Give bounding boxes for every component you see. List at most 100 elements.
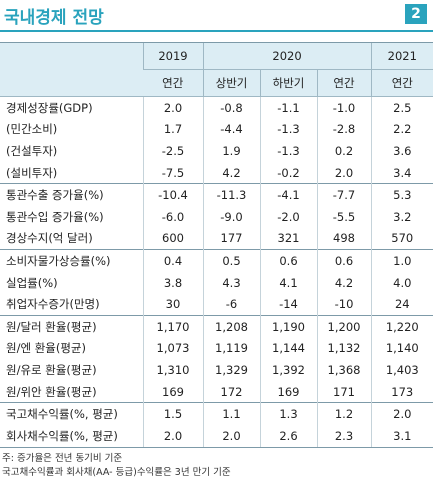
value-cell: 30 [142,293,203,316]
value-cell: -4.1 [259,183,317,206]
value-cell: 1,200 [316,314,372,338]
period-header: 상반기 [202,69,260,97]
value-cell: -10.4 [142,183,203,206]
value-cell: 2.6 [259,424,317,448]
row-label: 회사채수익률(%, 평균) [0,424,143,448]
value-cell: 1.9 [202,140,260,162]
row-label: 취업자수증가(만명) [6,297,100,312]
row-label: (민간소비) [6,122,58,137]
value-cell: 172 [202,380,260,403]
note: 주: 증가율은 전년 동기비 기준 [2,452,123,464]
value-cell: 0.5 [202,249,260,272]
period-header: 연간 [143,69,203,97]
badge: 2 [405,4,427,24]
value-cell: 1.3 [259,402,317,425]
row-label: 원/유로 환율(평균) [6,362,97,377]
value-cell: 600 [142,227,203,250]
value-cell: -0.2 [259,161,317,184]
value-cell: 1,403 [370,359,433,381]
value-cell: 1,140 [370,337,433,360]
value-cell: 2.0 [370,402,433,425]
row-label: (건설투자) [6,143,58,158]
value-cell: -14 [259,293,317,316]
row-label: 통관수입 증가율(%) [6,209,104,224]
row-label: 통관수출 증가율(%) [0,183,143,206]
table-row: 취업자수증가(만명) 30 -6 -14 -10 24 [0,293,433,316]
value-cell: -2.8 [316,118,372,141]
table-row: 소비자물가상승률(%) 0.4 0.5 0.6 0.6 1.0 [0,249,433,272]
value-cell: -10 [316,293,372,316]
value-cell: -6.0 [142,205,203,228]
value-cell: 1.7 [142,118,203,141]
title: 국내경제 전망 [4,8,104,28]
value-cell: 321 [259,227,317,250]
value-cell: 4.3 [202,271,260,294]
year-row: 2019 2020 2021 [0,42,433,97]
value-cell: 570 [370,227,433,250]
table-row: 국고채수익률(%, 평균) 1.5 1.1 1.3 1.2 2.0 [0,402,433,425]
value-cell: 1,368 [316,359,372,381]
value-cell: -6 [202,293,260,316]
table-body: 경제성장률(GDP) 2.0 -0.8 -1.1 -1.0 2.5 (민간소비) 1.7 -4.… [0,95,433,448]
value-cell: 2.0 [142,95,203,119]
value-cell: 4.2 [202,161,260,184]
value-cell: 171 [316,380,372,403]
table-row: 원/유로 환율(평균) 1,310 1,329 1,392 1,368 1,403 [0,359,433,381]
year-header: 2021 [370,42,433,70]
row-label: 경제성장률(GDP) [0,95,143,119]
table-row: 실업률(%) 3.8 4.3 4.1 4.2 4.0 [0,271,433,294]
value-cell: -4.4 [202,118,260,141]
value-cell: 169 [259,380,317,403]
row-label: 원/엔 환율(평균) [6,341,86,356]
value-cell: -5.5 [316,205,372,228]
value-cell: -11.3 [202,183,260,206]
table-row: (건설투자) -2.5 1.9 -1.3 0.2 3.6 [0,140,433,162]
value-cell: 1,208 [202,314,260,338]
table-row: (설비투자) -7.5 4.2 -0.2 2.0 3.4 [0,161,433,184]
value-cell: 1,144 [259,337,317,360]
row-label: 원/위안 환율(평균) [6,384,97,399]
value-cell: 2.5 [370,95,433,119]
value-cell: 0.4 [142,249,203,272]
value-cell: 1,392 [259,359,317,381]
value-cell: 1.5 [142,402,203,425]
value-cell: 177 [202,227,260,250]
table-row: 경상수지(억 달러) 600 177 321 498 570 [0,227,433,250]
value-cell: 0.6 [316,249,372,272]
value-cell: 1.2 [316,402,372,425]
value-cell: 3.1 [370,424,433,448]
value-cell: -1.3 [259,118,317,141]
value-cell: 169 [142,380,203,403]
note: 국고채수익률과 회사채(AA- 등급)수익률은 3년 만기 기준 [2,466,231,478]
table-row: 통관수입 증가율(%) -6.0 -9.0 -2.0 -5.5 3.2 [0,205,433,228]
row-label: 경상수지(억 달러) [6,231,93,246]
corner-cell [0,42,143,97]
value-cell: 1,073 [142,337,203,360]
table-row: 원/위안 환율(평균) 169 172 169 171 173 [0,380,433,403]
value-cell: 1.1 [202,402,260,425]
row-label: 소비자물가상승률(%) [0,249,143,272]
table-row: 원/엔 환율(평균) 1,073 1,119 1,144 1,132 1,140 [0,337,433,360]
row-label: 실업률(%) [6,275,58,290]
value-cell: -1.0 [316,95,372,119]
table-row: 통관수출 증가율(%) -10.4 -11.3 -4.1 -7.7 5.3 [0,183,433,206]
table-head: 2019 2020 2021 연간 상반기 하반기 연간 연간 [0,42,433,97]
value-cell: -2.0 [259,205,317,228]
value-cell: 1,329 [202,359,260,381]
table-row: 원/달러 환율(평균) 1,170 1,208 1,190 1,200 1,220 [0,314,433,338]
value-cell: -7.7 [316,183,372,206]
value-cell: 3.6 [370,140,433,162]
table-row: 회사채수익률(%, 평균) 2.0 2.0 2.6 2.3 3.1 [0,424,433,448]
value-cell: 4.0 [370,271,433,294]
value-cell: 2.3 [316,424,372,448]
value-cell: 4.1 [259,271,317,294]
value-cell: 173 [370,380,433,403]
value-cell: 5.3 [370,183,433,206]
value-cell: -2.5 [142,140,203,162]
row-label: 국고채수익률(%, 평균) [0,402,143,425]
row-label: (설비투자) [6,165,58,180]
value-cell: -7.5 [142,161,203,184]
period-header: 연간 [316,69,372,97]
value-cell: -1.3 [259,140,317,162]
